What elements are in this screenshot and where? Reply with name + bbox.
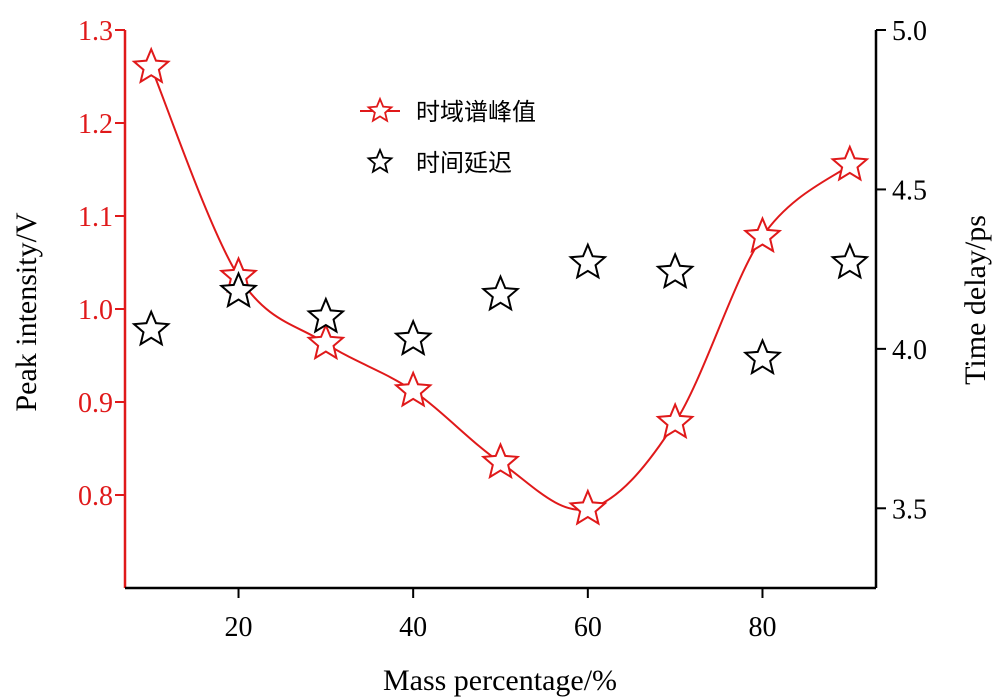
y-left-tick-label: 0.8 bbox=[78, 481, 113, 512]
markers-layer bbox=[131, 46, 870, 526]
peak-intensity-point bbox=[131, 46, 171, 84]
y-right-tick-label: 5.0 bbox=[892, 16, 927, 47]
x-tick-label: 80 bbox=[748, 612, 776, 643]
time-delay-point bbox=[655, 251, 695, 289]
peak-intensity-point bbox=[306, 322, 346, 361]
time-delay-point bbox=[306, 296, 346, 334]
time-delay-point bbox=[568, 242, 608, 280]
x-tick-label: 40 bbox=[399, 612, 427, 643]
y-left-tick-label: 1.1 bbox=[78, 202, 113, 233]
peak-intensity-point bbox=[830, 144, 870, 182]
y-right-tick-label: 4.5 bbox=[892, 175, 927, 206]
time-delay-point bbox=[480, 274, 521, 312]
peak-intensity-point bbox=[568, 488, 608, 526]
time-delay-point bbox=[218, 270, 259, 309]
legend-marker-peak bbox=[366, 96, 394, 123]
peak-intensity-point bbox=[655, 401, 695, 440]
time-delay-point bbox=[131, 309, 171, 347]
time-delay-point bbox=[742, 337, 783, 376]
x-tick-label: 60 bbox=[574, 612, 602, 643]
y-right-axis-title: Time delay/ps bbox=[959, 215, 992, 385]
x-axis-title: Mass percentage/% bbox=[383, 664, 617, 697]
y-left-tick-label: 1.0 bbox=[78, 295, 113, 326]
peak-intensity-point bbox=[480, 441, 521, 480]
y-left-tick-label: 1.3 bbox=[78, 16, 113, 47]
y-left-tick-label: 1.2 bbox=[78, 109, 113, 140]
time-delay-point bbox=[393, 318, 433, 356]
time-delay-point bbox=[830, 242, 870, 280]
legend-label-peak: 时域谱峰值 bbox=[416, 98, 536, 126]
axes: 20 40 60 80 0.8 0.9 1.0 1.1 1.2 1.3 3.5 4.0 4.5 5.0 bbox=[78, 16, 927, 643]
y-right-tick-label: 4.0 bbox=[892, 335, 927, 366]
y-left-axis-title: Peak intensity/V bbox=[10, 212, 43, 411]
y-right-tick-label: 3.5 bbox=[892, 494, 927, 525]
peak-intensity-point bbox=[742, 215, 783, 254]
legend-label-delay: 时间延迟 bbox=[416, 149, 512, 177]
y-left-tick-label: 0.9 bbox=[78, 388, 113, 419]
peak-intensity-point bbox=[393, 370, 433, 408]
x-tick-label: 20 bbox=[225, 612, 253, 643]
legend-marker-delay bbox=[366, 147, 394, 174]
